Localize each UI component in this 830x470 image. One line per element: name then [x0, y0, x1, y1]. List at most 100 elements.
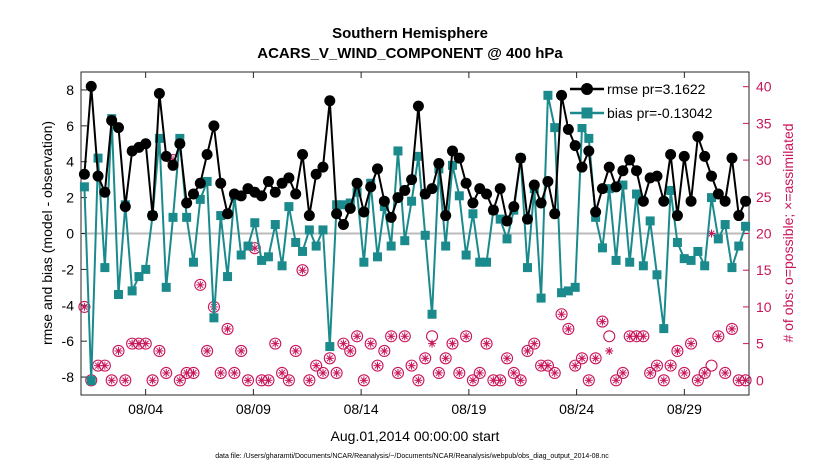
- assimilated-point: [475, 368, 484, 377]
- possible-point: [446, 337, 459, 350]
- assimilated-point: [373, 361, 382, 370]
- rmse-point: [446, 145, 458, 157]
- bias-point: [550, 123, 560, 133]
- possible-point: [153, 344, 166, 358]
- asterisk-stroke: [238, 347, 245, 355]
- assimilated-point: [680, 368, 689, 377]
- assimilated-point: [489, 376, 498, 385]
- assimilated-point: [318, 368, 327, 377]
- bias-point: [311, 241, 321, 251]
- rmse-point: [501, 215, 513, 227]
- asterisk-stroke: [715, 333, 722, 340]
- assimilated-point: [516, 376, 525, 385]
- y-right-tick-label: 5: [756, 336, 764, 352]
- asterisk-stroke: [456, 369, 463, 377]
- assimilated-point: [441, 354, 450, 363]
- rmse-series: [78, 80, 752, 231]
- asterisk-stroke: [517, 377, 524, 384]
- asterisk-stroke: [674, 347, 681, 355]
- asterisk-stroke: [585, 377, 592, 384]
- asterisk-stroke: [156, 347, 163, 355]
- assimilated-point: [216, 368, 225, 377]
- bias-point: [386, 241, 396, 251]
- bias-point: [597, 243, 607, 253]
- legend-rmse-marker: [581, 83, 593, 95]
- rmse-point: [119, 201, 131, 213]
- assimilated-point: [550, 368, 559, 377]
- rmse-point: [256, 190, 268, 202]
- asterisk-stroke: [394, 369, 402, 377]
- y-right-tick-label: 25: [756, 189, 772, 205]
- rmse-point: [610, 181, 622, 193]
- asterisk-stroke: [101, 362, 109, 369]
- asterisk-stroke: [531, 340, 538, 347]
- bias-point: [495, 214, 505, 224]
- possible-point: [712, 330, 725, 343]
- possible-point: [146, 374, 159, 387]
- possible-point: [657, 374, 670, 387]
- asterisk-stroke: [483, 340, 490, 347]
- assimilated-point: [366, 339, 375, 348]
- bias-point: [263, 252, 273, 262]
- possible-point: [139, 337, 152, 350]
- assimilated-point: [714, 332, 723, 341]
- possible-point: [119, 374, 132, 387]
- possible-point: [364, 337, 377, 350]
- y-tick-label: -6: [62, 333, 75, 349]
- possible-point: [637, 330, 650, 343]
- possible-point: [282, 374, 295, 387]
- asterisk-stroke: [244, 377, 252, 384]
- assimilated-point: [128, 339, 137, 348]
- assimilated-point: [271, 339, 280, 348]
- rmse-point: [521, 213, 533, 225]
- asterisk-stroke: [197, 281, 204, 289]
- rmse-point: [399, 184, 411, 196]
- rmse-point: [617, 165, 629, 177]
- possible-point: [719, 366, 732, 380]
- asterisk-stroke: [319, 369, 327, 377]
- possible-point: [419, 352, 432, 365]
- bias-point: [659, 324, 669, 334]
- rmse-point: [556, 89, 568, 101]
- asterisk-stroke: [190, 369, 197, 377]
- asterisk-stroke: [462, 333, 470, 340]
- possible-point: [664, 359, 677, 372]
- possible-point: [650, 359, 664, 372]
- assimilated-point: [203, 346, 212, 355]
- possible-point: [739, 374, 752, 387]
- rmse-point: [392, 192, 404, 204]
- possible-point: [500, 352, 514, 365]
- asterisk-stroke: [442, 355, 449, 362]
- assimilated-point: [639, 332, 648, 341]
- possible-point: [562, 322, 575, 335]
- assimilated-point: [578, 354, 586, 363]
- bias-point: [373, 252, 383, 262]
- assimilated-point: [250, 244, 259, 253]
- asterisk-stroke: [333, 369, 340, 377]
- bias-point: [727, 263, 737, 273]
- bias-point: [570, 282, 580, 292]
- asterisk-stroke: [708, 230, 715, 237]
- bias-point: [182, 212, 192, 222]
- bias-point: [645, 216, 655, 226]
- assimilated-point: [162, 368, 171, 377]
- y-right-tick-label: 40: [756, 79, 772, 95]
- assimilated-point: [673, 346, 682, 355]
- asterisk-stroke: [108, 377, 115, 384]
- rmse-point: [147, 210, 159, 222]
- rmse-point: [596, 183, 608, 195]
- assimilated-point: [121, 376, 130, 385]
- assimilated-point: [625, 332, 634, 341]
- assimilated-point: [114, 346, 123, 355]
- possible-point: [548, 366, 561, 380]
- rmse-point: [569, 140, 581, 152]
- asterisk-stroke: [721, 369, 729, 377]
- possible-point: [610, 374, 623, 387]
- assimilated-point: [564, 324, 573, 333]
- assimilated-point: [455, 368, 464, 377]
- y-right-tick-label: 10: [756, 299, 772, 315]
- bias-point: [720, 220, 730, 230]
- rmse-point: [160, 150, 172, 162]
- assimilated-point: [223, 324, 232, 333]
